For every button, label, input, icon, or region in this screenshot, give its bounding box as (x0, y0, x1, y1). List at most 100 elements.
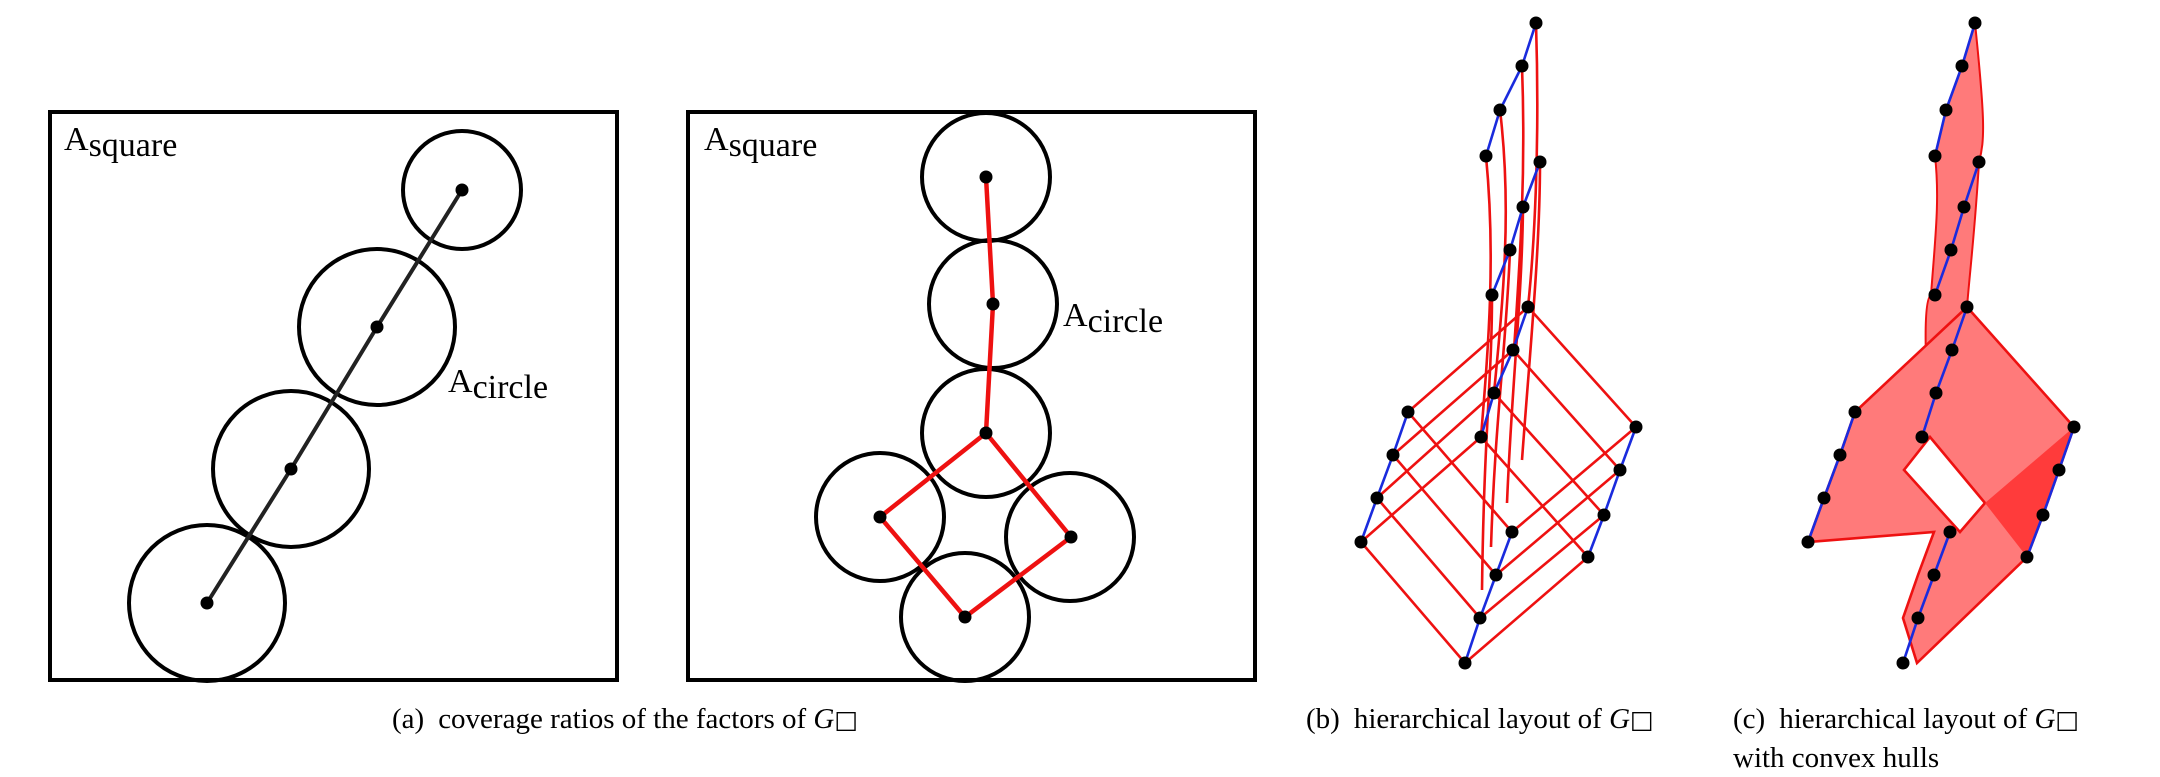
graph-node (1506, 343, 1520, 357)
graph-node (455, 183, 469, 197)
graph-node (1485, 288, 1499, 302)
graph-node (1516, 200, 1530, 214)
graph-node (1833, 448, 1847, 462)
graph-node (1911, 611, 1925, 625)
graph-node (2036, 508, 2050, 522)
panel-a-right: Asquare Acircle (686, 110, 1257, 683)
caption-b: (b) hierarchical layout of G□ (1306, 700, 1654, 739)
circle-label-left-sub: circle (473, 369, 549, 406)
square-label-left-sub: square (89, 127, 178, 164)
square-label-left: A (64, 121, 89, 158)
graph-node (1370, 491, 1384, 505)
circle-label-right: A (1063, 297, 1088, 334)
graph-node (2052, 463, 2066, 477)
panel-b (1354, 16, 1643, 670)
caption-a-math: G (813, 703, 835, 735)
coverage-circle (1004, 471, 1136, 603)
caption-b-tag: (b) (1306, 703, 1340, 735)
caption-c-line1: (c) hierarchical layout of G□ (1733, 700, 2079, 739)
graph-node (1945, 343, 1959, 357)
graph-node (370, 320, 384, 334)
graph-node (1968, 16, 1982, 30)
graph-node (979, 170, 993, 184)
caption-b-math: G (1609, 703, 1631, 735)
graph-node (1503, 243, 1517, 257)
graph-node (1581, 550, 1595, 564)
caption-a: (a) coverage ratios of the factors of G□ (392, 700, 858, 739)
panel-a-left: Asquare Acircle (48, 110, 619, 683)
graph-node (1597, 508, 1611, 522)
coverage-circle (297, 247, 457, 407)
graph-node (1944, 243, 1958, 257)
caption-c-line2: with convex hulls (1733, 742, 1940, 774)
graph-node (1473, 611, 1487, 625)
graph-node (1458, 656, 1472, 670)
graph-node (1613, 463, 1627, 477)
graph-node (958, 610, 972, 624)
cube-edges (1360, 306, 1637, 664)
svg-text:Acircle: Acircle (1063, 297, 1163, 340)
graph-node (1957, 200, 1971, 214)
caption-c-text: hierarchical layout of (1779, 703, 2035, 735)
svg-text:Asquare: Asquare (64, 121, 177, 164)
graph-node (1929, 386, 1943, 400)
caption-a-text: coverage ratios of the factors of (438, 703, 814, 735)
graph-node (1533, 155, 1547, 169)
graph-node (200, 596, 214, 610)
coverage-circle (401, 129, 523, 251)
graph-node (1972, 155, 1986, 169)
graph-node (1915, 430, 1929, 444)
graph-node (1848, 405, 1862, 419)
graph-node (1955, 59, 1969, 73)
coverage-circle (899, 551, 1031, 683)
graph-node (1896, 656, 1910, 670)
graph-node (986, 297, 1000, 311)
coverage-circle (211, 389, 371, 549)
graph-node (1064, 530, 1078, 544)
graph-node (284, 462, 298, 476)
square-frame-right (686, 110, 1257, 682)
graph-node (1928, 288, 1942, 302)
caption-c-subscript: □ (2055, 705, 2080, 734)
graph-node (1493, 103, 1507, 117)
svg-text:Acircle: Acircle (448, 363, 548, 406)
square-frame-left (48, 110, 619, 682)
svg-text:Asquare: Asquare (704, 121, 817, 164)
graph-node (1817, 491, 1831, 505)
circle-label-right-sub: circle (1088, 303, 1164, 340)
caption-b-subscript: □ (1630, 705, 1654, 734)
graph-node (1474, 430, 1488, 444)
graph-node (873, 510, 887, 524)
graph-node (1939, 103, 1953, 117)
graph-node (1505, 525, 1519, 539)
square-label-right-sub: square (729, 127, 818, 164)
caption-a-tag: (a) (392, 703, 425, 735)
graph-node (2020, 550, 2034, 564)
graph-node (1354, 535, 1368, 549)
circle-label-left: A (448, 363, 473, 400)
caption-b-text: hierarchical layout of (1353, 703, 1610, 735)
graph-node (2067, 420, 2081, 434)
graph-node (1489, 568, 1503, 582)
graph-node (1386, 448, 1400, 462)
graph-node (1960, 300, 1974, 314)
blue-edges-c (1806, 22, 2076, 664)
coverage-circle (127, 523, 287, 683)
graph-node (1521, 300, 1535, 314)
square-label-right: A (704, 121, 729, 158)
graph-node (1928, 149, 1942, 163)
graph-node (979, 426, 993, 440)
graph-node (1629, 420, 1643, 434)
hull-dark (1985, 427, 2074, 557)
graph-node (1515, 59, 1529, 73)
graph-node (1401, 405, 1415, 419)
path-edge (205, 188, 464, 605)
graph-node (1943, 525, 1957, 539)
coverage-circle (920, 367, 1052, 499)
panel-c (1801, 16, 2081, 670)
nodes-c (1801, 16, 2081, 670)
graph-node (1801, 535, 1815, 549)
graph-node (1927, 568, 1941, 582)
blue-edges (1359, 22, 1638, 664)
